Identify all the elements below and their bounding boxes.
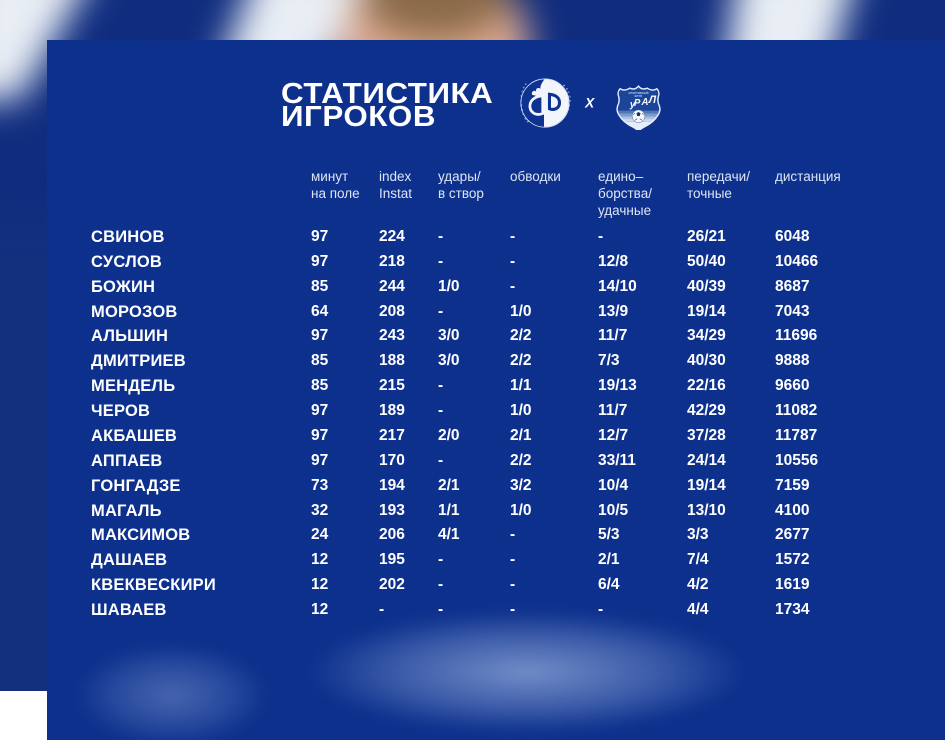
svg-text:P: P bbox=[634, 98, 641, 109]
svg-text:X: X bbox=[584, 95, 595, 110]
svg-text:A: A bbox=[641, 97, 649, 108]
svg-text:С: С bbox=[524, 83, 528, 86]
svg-text:Л: Л bbox=[648, 94, 657, 106]
svg-text:Е: Е bbox=[568, 104, 570, 107]
svg-text:Н: Н bbox=[569, 100, 571, 103]
svg-text:Ж: Ж bbox=[567, 108, 571, 112]
svg-text:Й: Й bbox=[526, 120, 530, 123]
svg-text:О: О bbox=[568, 95, 571, 98]
svg-text:СПОРТИВНЫЙ: СПОРТИВНЫЙ bbox=[628, 91, 648, 95]
